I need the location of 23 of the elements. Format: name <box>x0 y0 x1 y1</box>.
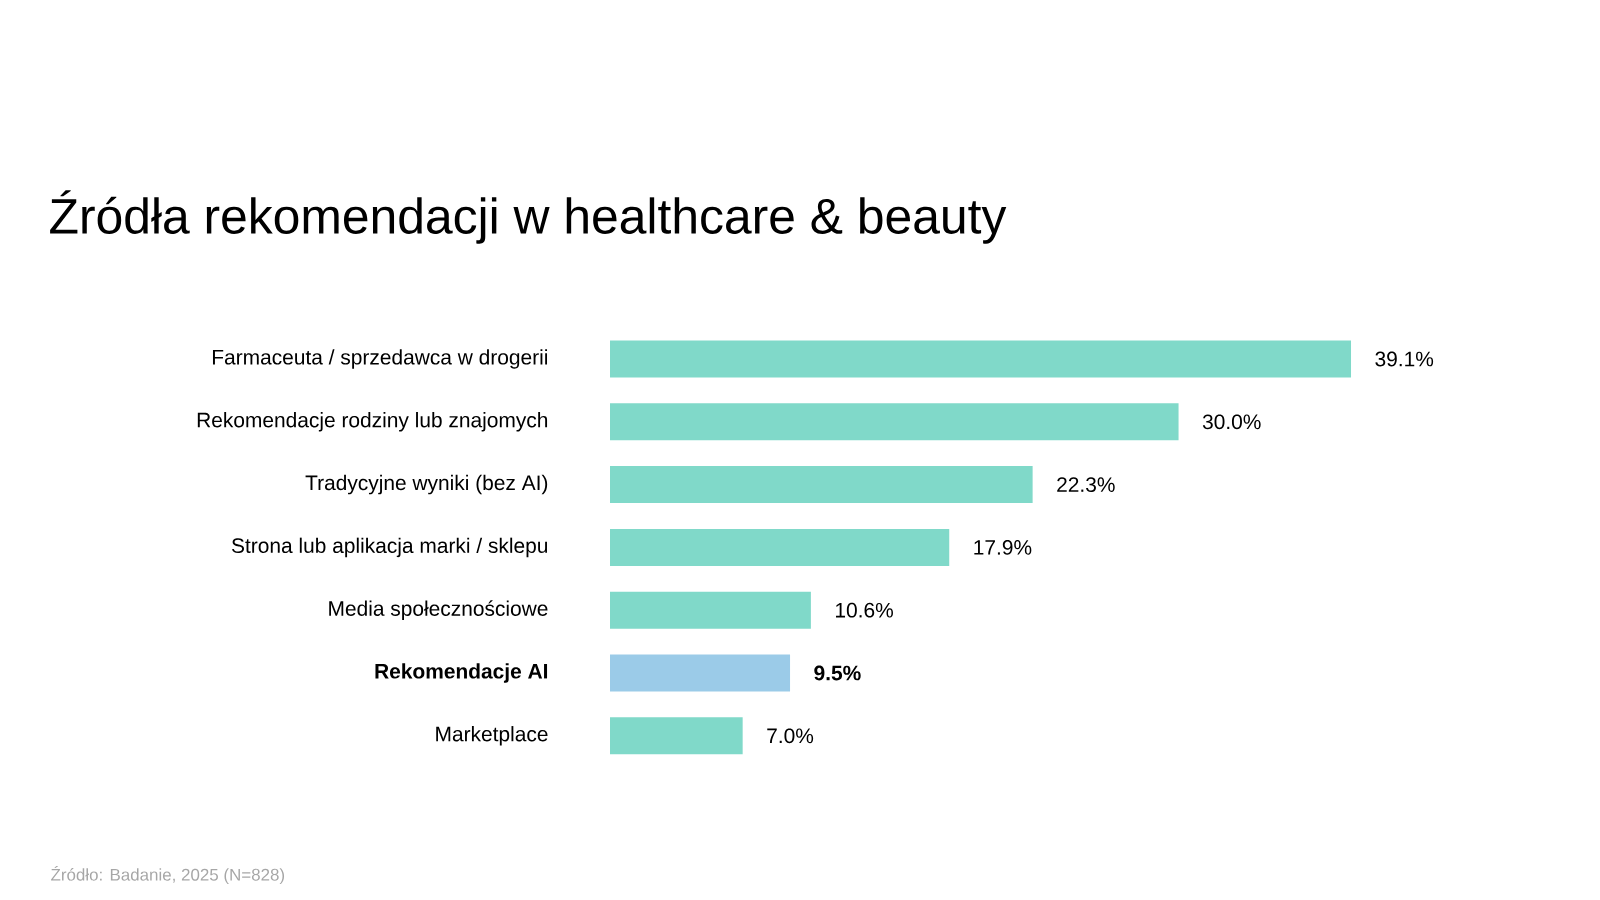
data-label: 17.9% <box>974 539 1032 555</box>
y-tick-label: Rekomendacje AI <box>375 663 548 683</box>
data-label: 30.0% <box>1202 414 1261 430</box>
bar <box>610 340 1352 378</box>
data-label: 7.0% <box>767 728 814 744</box>
data-label: 39.1% <box>1375 351 1434 367</box>
y-tick-label: Farmaceuta / sprzedawca w drogerii <box>212 349 548 369</box>
y-tick-label: Rekomendacje rodziny lub znajomych <box>197 412 548 432</box>
chart-title: Źródła rekomendacji w healthcare & beauty <box>50 190 1007 244</box>
data-label: 22.3% <box>1057 477 1115 493</box>
y-tick-label: Tradycyjne wyniki (bez AI) <box>305 474 548 495</box>
text: Źródło: Badanie, 2025 (N=828) <box>51 865 285 885</box>
bar <box>610 591 811 629</box>
data-label: 10.6% <box>836 602 893 618</box>
bar <box>610 717 743 755</box>
bar <box>610 654 791 692</box>
y-tick-label: Marketplace <box>436 726 548 746</box>
y-tick-label: Strona lub aplikacja marki / sklepu <box>231 537 548 558</box>
bar <box>610 528 950 566</box>
y-tick-label: Media społecznościowe <box>329 600 548 621</box>
bar <box>610 403 1179 441</box>
data-label: 9.5% <box>814 665 861 681</box>
bar <box>610 466 1033 504</box>
